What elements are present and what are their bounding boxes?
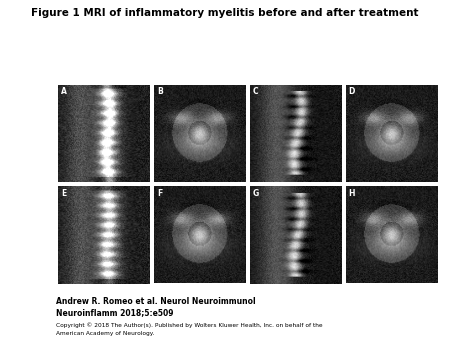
Text: Copyright © 2018 The Author(s). Published by Wolters Kluwer Health, Inc. on beha: Copyright © 2018 The Author(s). Publishe… bbox=[56, 323, 323, 329]
Text: Neuroinflamm 2018;5:e509: Neuroinflamm 2018;5:e509 bbox=[56, 308, 174, 317]
Text: C: C bbox=[253, 88, 258, 96]
Text: H: H bbox=[349, 189, 355, 198]
Text: D: D bbox=[349, 88, 355, 96]
Text: G: G bbox=[253, 189, 259, 198]
Text: A: A bbox=[61, 88, 67, 96]
Text: B: B bbox=[157, 88, 162, 96]
Text: American Academy of Neurology.: American Academy of Neurology. bbox=[56, 331, 154, 336]
Text: F: F bbox=[157, 189, 162, 198]
Text: Figure 1 MRI of inflammatory myelitis before and after treatment: Figure 1 MRI of inflammatory myelitis be… bbox=[31, 8, 419, 19]
Text: E: E bbox=[61, 189, 66, 198]
Text: Andrew R. Romeo et al. Neurol Neuroimmunol: Andrew R. Romeo et al. Neurol Neuroimmun… bbox=[56, 297, 256, 307]
